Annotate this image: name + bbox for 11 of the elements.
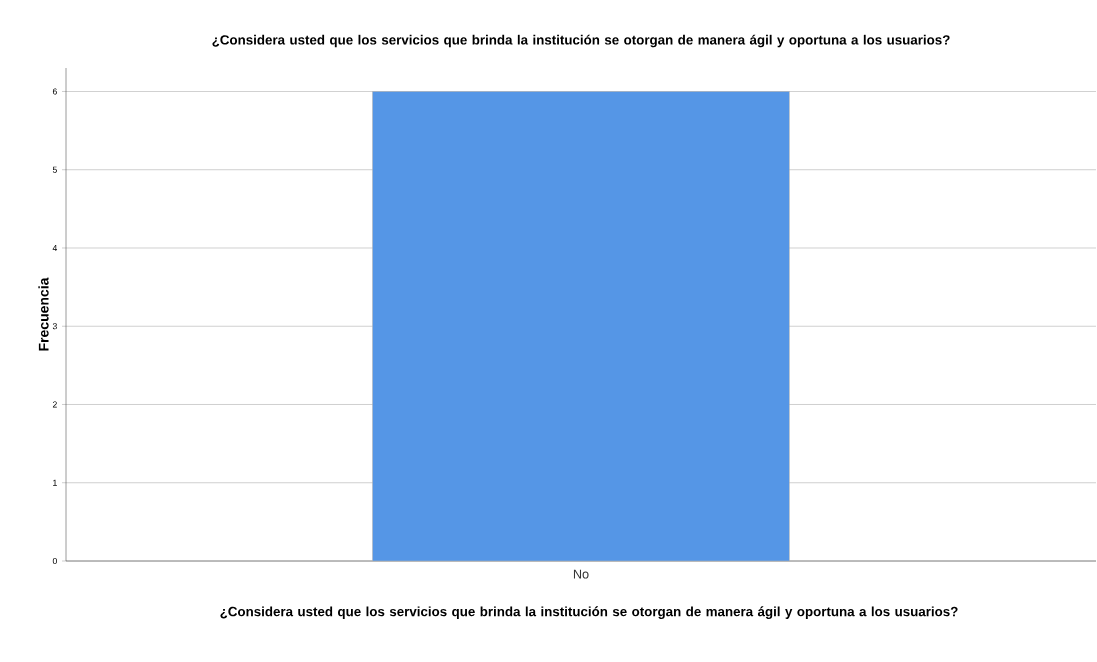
chart-title: ¿Considera usted que los servicios que brinda la institución se otorgan de manera ágil y oportuna a los usuarios? — [212, 34, 950, 48]
y-tick-label: 3 — [52, 323, 57, 330]
x-axis-title: ¿Considera usted que los servicios que brinda la institución se otorgan de manera ágil y oportuna a los usuarios? — [220, 606, 958, 619]
x-tick-label: No — [573, 569, 589, 579]
y-tick-label: 4 — [52, 245, 58, 251]
y-tick-label: 1 — [53, 479, 57, 486]
y-tick-label: 5 — [52, 166, 57, 173]
y-axis-title: Frecuencia — [38, 277, 49, 351]
y-tick-label: 2 — [52, 401, 57, 408]
y-tick-label: 6 — [52, 88, 57, 95]
y-tick-label: 0 — [52, 557, 57, 565]
